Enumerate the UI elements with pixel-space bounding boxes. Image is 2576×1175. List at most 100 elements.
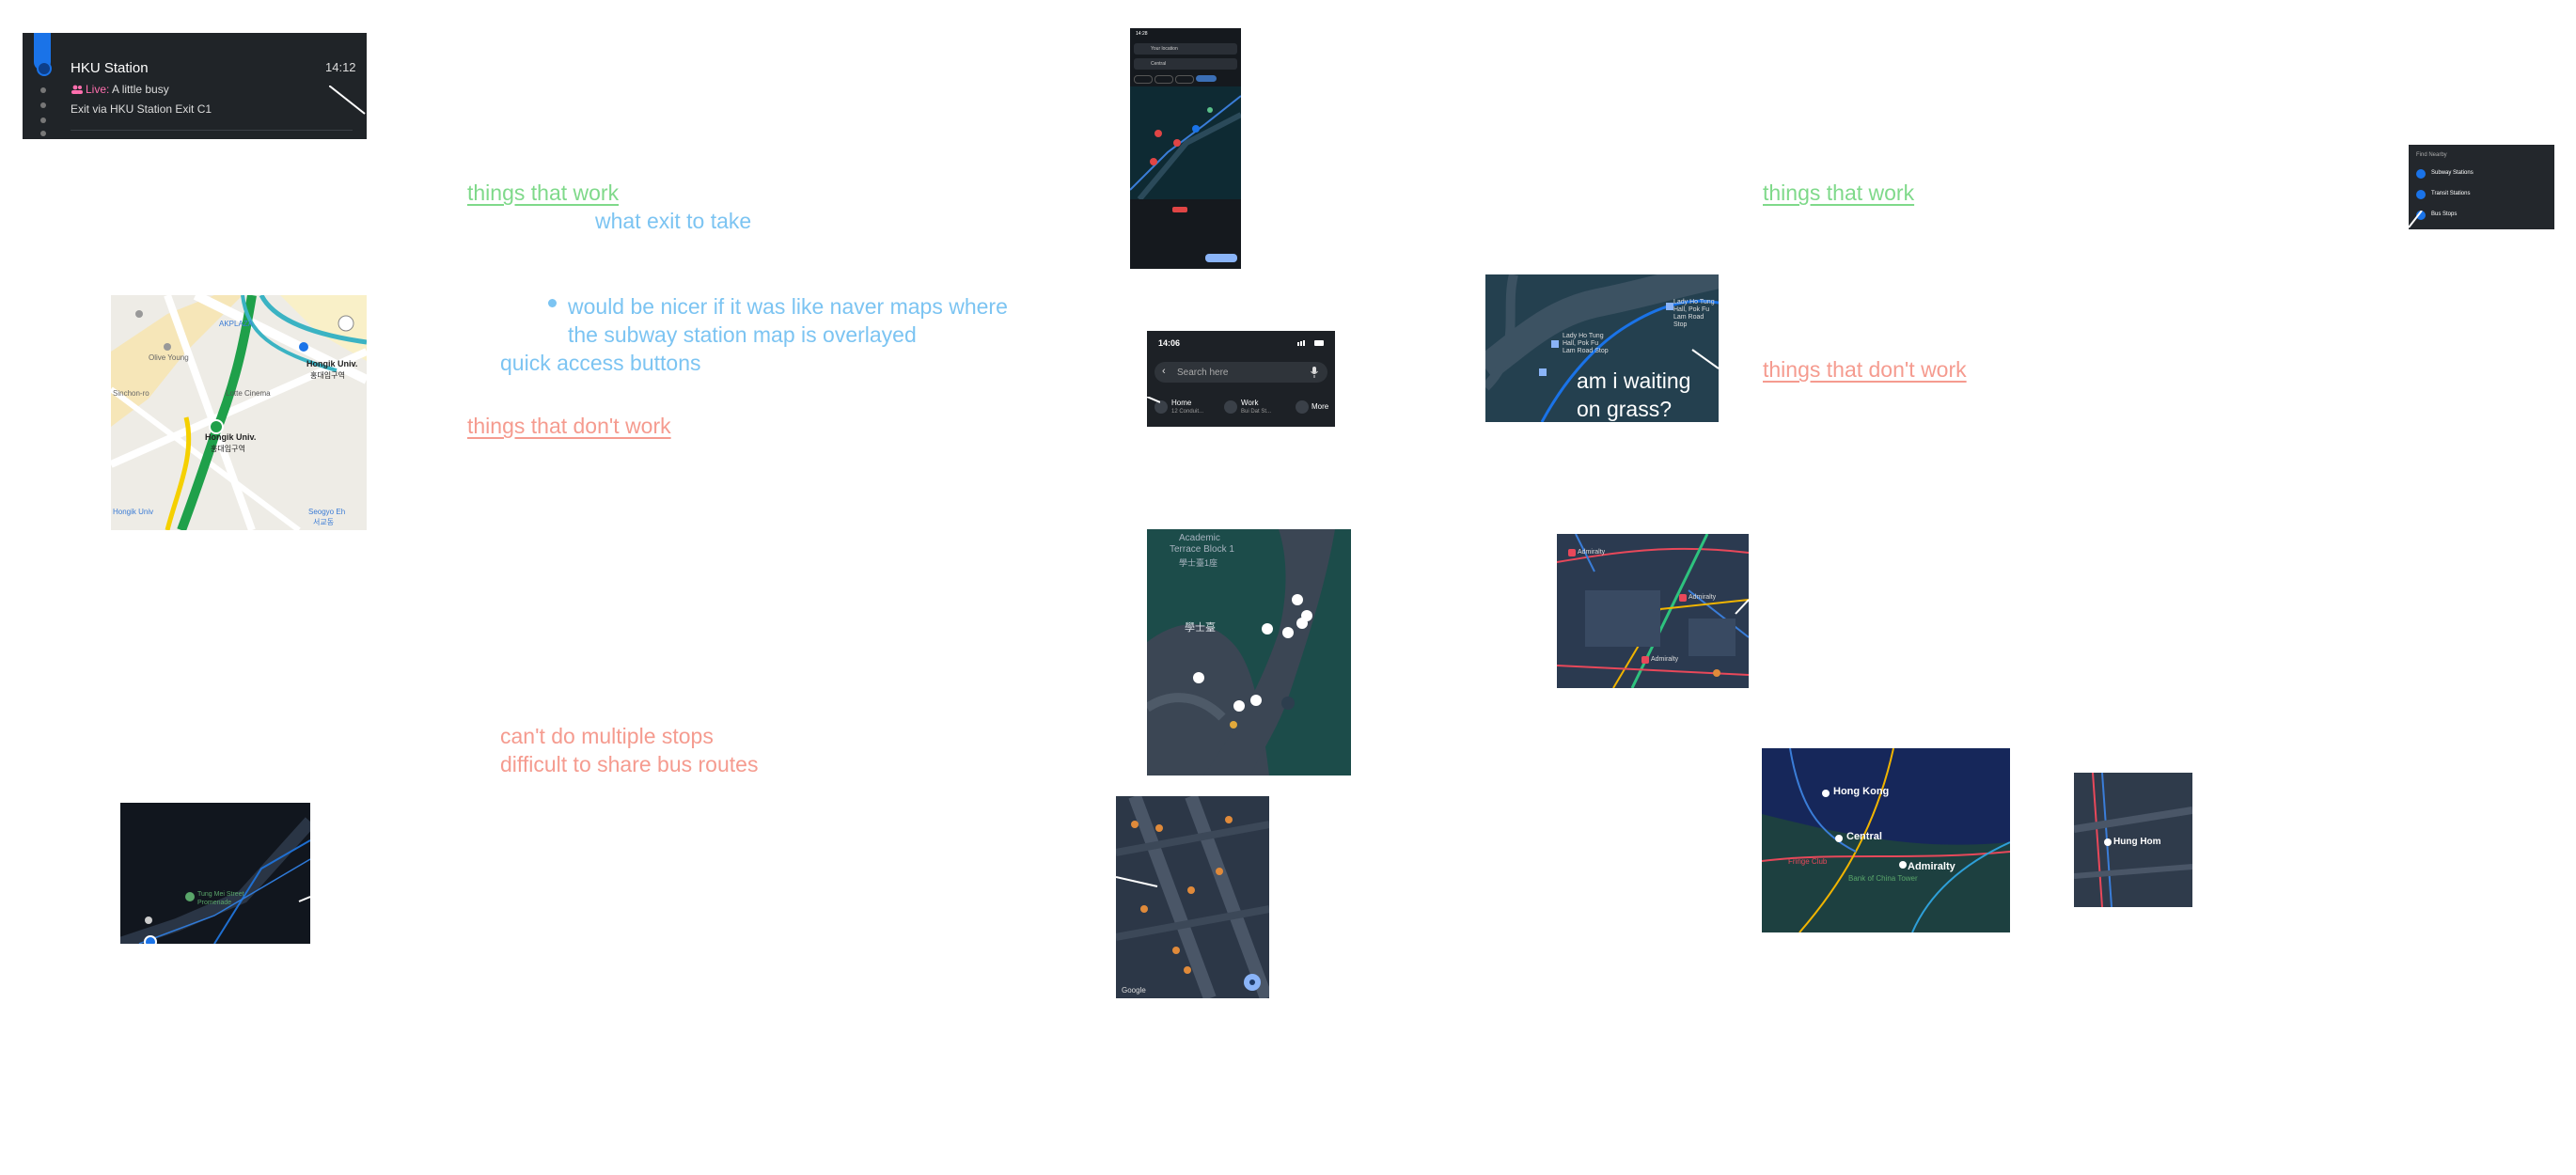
map-label: Central	[1846, 831, 1882, 842]
map-label: Sinchon-ro	[113, 389, 149, 398]
stop-dot-icon	[40, 87, 46, 93]
admiralty-map: Admiralty Admiralty Admiralty	[1557, 534, 1749, 688]
live-status: Live: A little busy	[86, 83, 169, 96]
note-what-exit: what exit to take	[595, 209, 752, 233]
menu-item-label: Subway Stations	[2431, 170, 2474, 176]
menu-item-subway[interactable]: Subway Stations	[2416, 167, 2548, 180]
search-screen: 14:06 ‹ Search here Home 12 Conduit... W…	[1147, 331, 1335, 427]
map-label: Olive Young	[149, 353, 189, 362]
menu-item-label: Transit Stations	[2431, 191, 2471, 196]
work-sub: Bui Dat St...	[1241, 409, 1272, 415]
map-label: Admiralty	[1689, 594, 1717, 601]
station-marker-icon	[37, 61, 52, 76]
from-text: Your location	[1151, 46, 1178, 52]
more-label: More	[1312, 402, 1329, 411]
home-label: Home	[1171, 399, 1192, 407]
stop-dot-icon	[40, 118, 46, 123]
map-label: 學士臺	[1185, 622, 1216, 634]
note-multiple-stops: can't do multiple stops	[500, 724, 714, 748]
stop-dot-icon	[40, 102, 46, 108]
search-placeholder: Search here	[1177, 368, 1229, 378]
bus-icon	[2416, 211, 2426, 220]
map-label: 서교동	[313, 518, 335, 526]
microphone-icon[interactable]	[1311, 367, 1318, 378]
home-shortcut-button[interactable]: Home 12 Conduit...	[1154, 397, 1211, 419]
search-input[interactable]: ‹ Search here	[1154, 362, 1327, 383]
bus-stop-label: Lady Ho Tung Hall, Pok Fu Lam Road Stop	[1563, 333, 1609, 354]
status-time: 14:06	[1158, 338, 1181, 348]
arrow-line-icon	[1147, 397, 1160, 403]
note-things-dont-work-1: things that don't work	[467, 414, 671, 438]
note-things-dont-work-2: things that don't work	[1763, 357, 1967, 382]
to-text: Central	[1151, 61, 1167, 67]
map-label: Admiralty	[1651, 656, 1679, 663]
phone-screenshot: 14:28 Your location Central	[1130, 28, 1241, 269]
exit-instruction: Exit via HKU Station Exit C1	[71, 102, 212, 116]
phone-time: 14:28	[1136, 31, 1148, 37]
status-icons	[1297, 339, 1326, 346]
map-label: Fringe Club	[1788, 857, 1828, 866]
map-label: Terrace Block 1	[1170, 544, 1234, 555]
naver-map: AKPLAZA Hongik Univ. 홍대입구역 Lotte Cinema …	[111, 295, 367, 530]
work-label: Work	[1241, 399, 1259, 407]
subway-icon	[2416, 169, 2426, 179]
city-map: Hong Kong Central Admiralty Fringe Club …	[1762, 748, 2010, 932]
grass-annotation: am i waiting on grass?	[1577, 368, 1691, 421]
divider	[71, 130, 353, 131]
home-sub: 12 Conduit...	[1171, 409, 1204, 415]
hunghom-map: Hung Hom	[2074, 773, 2192, 907]
work-shortcut-button[interactable]: Work Bui Dat St...	[1224, 397, 1284, 419]
station-title: HKU Station	[71, 60, 149, 76]
dark-station-map: Tung Mei Street Promenade	[120, 803, 310, 944]
map-label: Promenade	[197, 900, 232, 906]
note-things-that-work-1: things that work	[467, 180, 620, 205]
map-label: Hong Kong	[1833, 786, 1890, 797]
campus-map: Academic Terrace Block 1 學士臺1座 學士臺	[1147, 529, 1351, 776]
map-label: Admiralty	[1908, 861, 1956, 872]
google-watermark: Google	[1122, 986, 1146, 995]
menu-item-bus[interactable]: Bus Stops	[2416, 209, 2548, 222]
note-share-routes: difficult to share bus routes	[500, 752, 759, 776]
live-label: Live:	[86, 83, 110, 96]
map-label: Hongik Univ.	[306, 359, 358, 368]
more-shortcut-button[interactable]: More	[1296, 399, 1333, 414]
map-label: Academic	[1179, 533, 1220, 543]
to-field[interactable]: Central	[1134, 58, 1237, 70]
note-naver-2: the subway station map is overlayed	[568, 322, 917, 347]
transit-icon	[2416, 190, 2426, 199]
menu-title: Find Nearby	[2416, 152, 2447, 158]
people-icon	[71, 85, 83, 94]
note-naver-1: would be nicer if it was like naver maps…	[568, 294, 1008, 319]
live-status-text: A little busy	[112, 83, 169, 96]
arrow-line-icon	[2409, 211, 2423, 228]
map-label: Hongik Univ	[113, 508, 154, 516]
menu-item-label: Bus Stops	[2431, 212, 2458, 217]
stop-dot-icon	[40, 131, 46, 136]
map-label: Lotte Cinema	[226, 389, 271, 398]
map-label: AKPLAZA	[219, 320, 254, 328]
station-card: HKU Station 14:12 Live: A little busy Ex…	[23, 33, 367, 139]
work-icon	[1224, 400, 1237, 414]
map-label: Hung Hom	[2113, 837, 2161, 847]
home-icon	[1154, 400, 1168, 414]
bus-stop-map: Lady Ho Tung Hall, Pok Fu Lam Road Stop La…	[1485, 274, 1719, 422]
mode-tabs[interactable]	[1134, 75, 1237, 84]
menu-item-transit[interactable]: Transit Stations	[2416, 188, 2548, 201]
note-quick-access: quick access buttons	[500, 351, 701, 375]
map-label: Hongik Univ.	[205, 432, 257, 442]
map-label: Admiralty	[1578, 549, 1606, 556]
station-time: 14:12	[325, 60, 356, 74]
bus-stop-label: Lady Ho Tung Hall, Pok Fu Lam Road Stop	[1673, 299, 1715, 328]
street-map: Google	[1116, 796, 1269, 998]
back-arrow-icon[interactable]: ‹	[1162, 366, 1166, 377]
map-label: 學士臺1座	[1179, 558, 1218, 568]
map-label: 홍대입구역	[310, 371, 345, 380]
find-nearby-menu: Find Nearby Subway Stations Transit Stat…	[2409, 145, 2554, 229]
map-label: 홍대입구역	[211, 445, 245, 453]
map-label: Seogyo Eh	[308, 508, 346, 516]
arrow-line-icon	[329, 86, 366, 115]
note-things-that-work-2: things that work	[1763, 180, 1915, 205]
map-label: Bank of China Tower	[1848, 874, 1918, 883]
map-label: Tung Mei Street	[197, 891, 244, 898]
from-field[interactable]: Your location	[1134, 43, 1237, 55]
